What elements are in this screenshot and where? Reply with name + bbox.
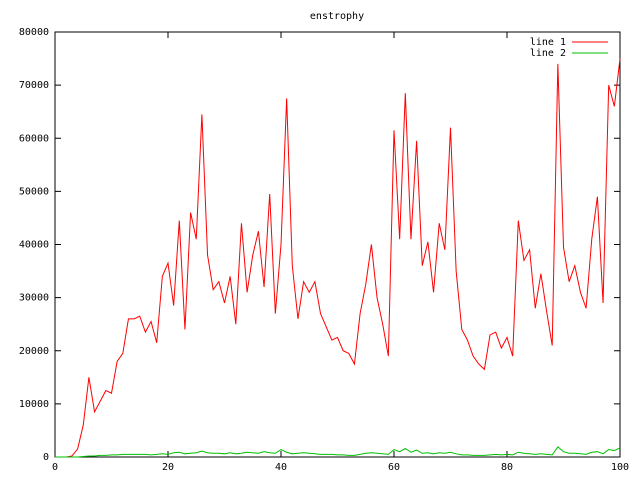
x-tick-label: 0 [52,462,58,473]
data-line [55,446,621,458]
y-tick-label: 40000 [19,240,49,251]
y-tick-label: 80000 [19,27,49,38]
y-tick-label: 0 [43,452,49,463]
x-tick-label: 80 [501,462,513,473]
plot-border [54,31,621,458]
x-tick-label: 60 [388,462,400,473]
chart-title: enstrophy [310,11,364,22]
y-tick-label: 10000 [19,399,49,410]
data-line [55,58,621,458]
y-tick-label: 30000 [19,293,49,304]
legend-label: line 2 [530,48,566,59]
y-tick-label: 70000 [19,80,49,91]
y-tick-label: 50000 [19,186,49,197]
y-tick-label: 60000 [19,133,49,144]
x-tick-label: 100 [611,462,629,473]
x-tick-label: 20 [162,462,174,473]
legend-label: line 1 [530,37,566,48]
y-tick-label: 20000 [19,346,49,357]
x-tick-label: 40 [275,462,287,473]
